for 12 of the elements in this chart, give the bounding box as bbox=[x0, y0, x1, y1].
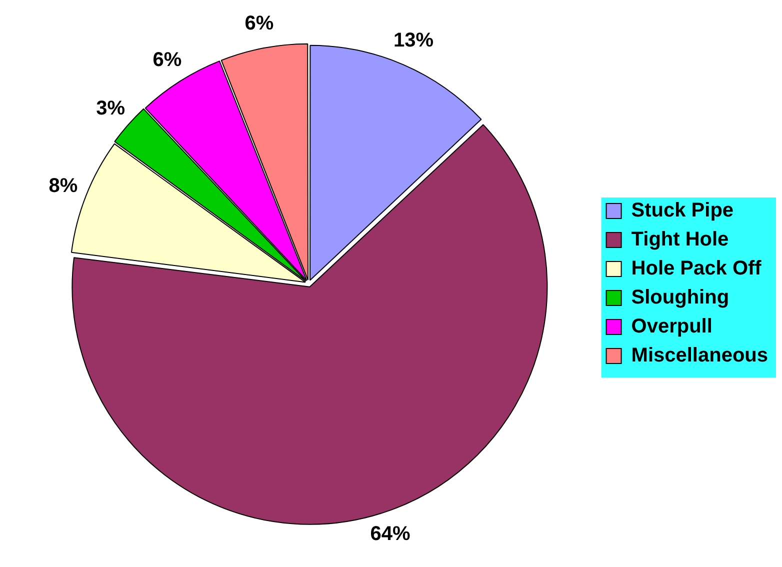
legend-label: Stuck Pipe bbox=[631, 200, 734, 222]
data-label: 64% bbox=[370, 523, 410, 546]
legend-label: Sloughing bbox=[631, 286, 730, 309]
data-label: 8% bbox=[48, 174, 78, 197]
legend-label: Miscellaneous bbox=[631, 344, 768, 367]
legend-label: Tight Hole bbox=[631, 228, 729, 251]
legend-label: Hole Pack Off bbox=[631, 258, 762, 280]
data-label: 3% bbox=[96, 97, 126, 120]
data-label: 6% bbox=[244, 12, 274, 35]
data-label: 6% bbox=[152, 49, 182, 72]
legend-label: Overpull bbox=[631, 316, 712, 338]
data-label: 13% bbox=[393, 30, 434, 52]
